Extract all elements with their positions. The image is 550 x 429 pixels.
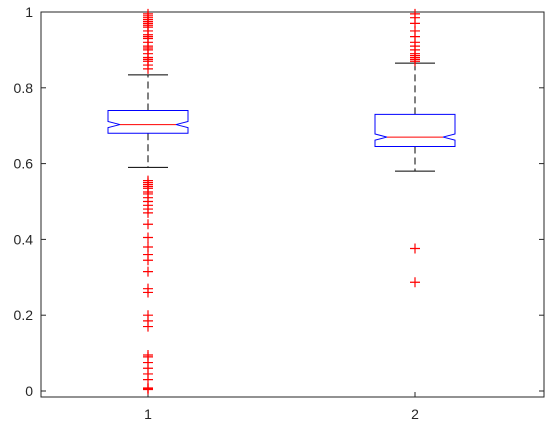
y-tick-label: 0 — [25, 383, 33, 399]
plot-area — [40, 11, 545, 398]
y-tick-label: 0.8 — [14, 80, 34, 96]
y-tick-label: 0.6 — [14, 156, 34, 172]
outlier-point — [410, 277, 420, 288]
outlier-point — [143, 232, 153, 243]
outlier-point — [143, 266, 153, 277]
outlier-point — [143, 283, 153, 294]
box-group-2 — [374, 8, 456, 288]
y-axis: 0 0.2 0.4 0.6 0.8 1 — [14, 4, 544, 399]
outlier-point — [143, 219, 153, 230]
boxes-layer — [107, 8, 456, 395]
notched-box — [374, 113, 456, 148]
outlier-point — [143, 8, 153, 19]
outlier-point — [143, 175, 153, 186]
notched-box — [107, 110, 189, 134]
box-group-1 — [107, 8, 189, 395]
outlier-point — [410, 243, 420, 254]
outlier-point — [143, 349, 153, 360]
x-tick-label: 2 — [411, 406, 419, 422]
outlier-point — [410, 8, 420, 19]
outlier-point — [143, 382, 153, 393]
y-tick-label: 0.4 — [14, 231, 34, 247]
x-tick-label: 1 — [144, 406, 152, 422]
outlier-point — [143, 241, 153, 252]
outlier-point — [143, 310, 153, 321]
y-tick-label: 0.2 — [14, 307, 34, 323]
y-tick-label: 1 — [25, 4, 33, 20]
